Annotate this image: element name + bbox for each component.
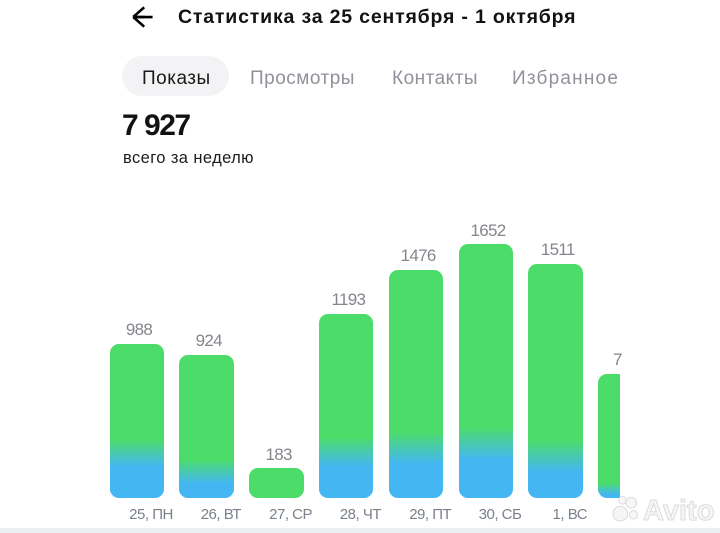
svg-text:Avito: Avito	[643, 495, 714, 527]
